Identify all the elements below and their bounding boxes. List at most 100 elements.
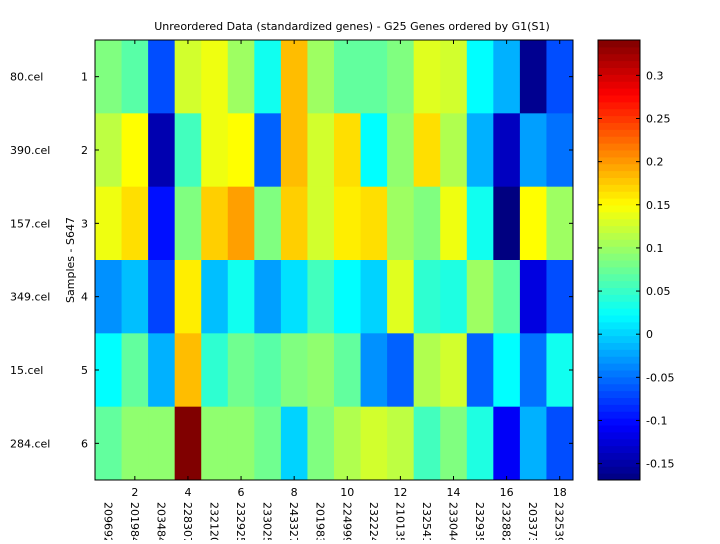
colorbar-segment xyxy=(598,170,640,178)
colorbar-tick-label: -0.15 xyxy=(646,458,674,471)
colorbar-segment xyxy=(598,459,640,467)
y-tick-label: 5 xyxy=(81,364,88,377)
colorbar-segment xyxy=(598,95,640,103)
heatmap-cell xyxy=(440,40,468,114)
heatmap-cell xyxy=(148,40,176,114)
colorbar-segment xyxy=(598,301,640,309)
heatmap-cell xyxy=(307,260,335,334)
colorbar-tick-label: 0.1 xyxy=(646,242,664,255)
colorbar-segment xyxy=(598,225,640,233)
heatmap-cell xyxy=(387,186,415,261)
colorbar-segment xyxy=(598,108,640,117)
colorbar-segment xyxy=(598,60,640,68)
colorbar-segment xyxy=(598,211,640,220)
heatmap-cell xyxy=(519,186,547,261)
heatmap-cell xyxy=(466,40,494,114)
colorbar-segment xyxy=(598,266,640,275)
heatmap-cell xyxy=(254,40,282,114)
heatmap-cell xyxy=(519,113,547,188)
heatmap-cell xyxy=(201,406,229,481)
colorbar-tick-label: 0.15 xyxy=(646,199,671,212)
heatmap-cell xyxy=(466,186,494,261)
column-label: 232541_ xyxy=(420,502,433,540)
heatmap-cell xyxy=(360,333,388,408)
heatmap-cell xyxy=(121,406,149,481)
colorbar-segment xyxy=(598,383,640,392)
column-label: 228307_ xyxy=(181,502,194,540)
colorbar-segment xyxy=(598,390,640,398)
x-tick-label: 2 xyxy=(131,486,138,499)
colorbar-segment xyxy=(598,53,640,62)
heatmap-cell xyxy=(148,333,176,408)
heatmap-cell xyxy=(254,260,282,334)
column-label: 232224_ xyxy=(367,502,380,540)
heatmap-cell xyxy=(148,260,176,334)
heatmap-cell xyxy=(413,260,441,334)
colorbar-segment xyxy=(598,232,640,240)
heatmap-cell xyxy=(148,406,176,481)
heatmap-cell xyxy=(546,406,574,481)
colorbar-tick-label: 0 xyxy=(646,328,653,341)
heatmap-cell xyxy=(280,186,308,261)
colorbar-segment xyxy=(598,156,640,165)
row-label: 15.cel xyxy=(10,364,43,377)
colorbar-segment xyxy=(598,150,640,158)
heatmap-cell xyxy=(280,113,308,188)
y-tick-label: 1 xyxy=(81,71,88,84)
heatmap-cell xyxy=(95,40,123,114)
heatmap-cell xyxy=(95,186,123,261)
heatmap-cell xyxy=(174,186,202,261)
colorbar-segment xyxy=(598,273,640,282)
colorbar-segment xyxy=(598,280,640,288)
column-label: 233044_ xyxy=(447,502,460,540)
colorbar-segment xyxy=(598,418,640,426)
colorbar-segment xyxy=(598,205,640,213)
heatmap-cell xyxy=(174,260,202,334)
column-label: 224999_ xyxy=(340,502,353,540)
heatmap-cell xyxy=(334,186,362,261)
row-label: 390.cel xyxy=(10,144,50,157)
colorbar-segment xyxy=(598,376,640,385)
heatmap-cell xyxy=(201,113,229,188)
colorbar-segment xyxy=(598,246,640,254)
plot-frame xyxy=(94,39,574,481)
heatmap-cell xyxy=(466,260,494,334)
colorbar-segment xyxy=(598,294,640,302)
colorbar-tick-label: -0.05 xyxy=(646,371,674,384)
colorbar-tick-label: 0.3 xyxy=(646,69,664,82)
colorbar-segment xyxy=(598,40,640,48)
column-label: 201983_ xyxy=(314,502,327,540)
heatmap-cell xyxy=(334,333,362,408)
x-tick-label: 10 xyxy=(340,486,354,499)
colorbar: 0.3 0.25 0.2 0.15 0.1 0.05 0 -0.05 -0.1 -0.15 xyxy=(597,39,674,481)
x-tick-label: 8 xyxy=(291,486,298,499)
heatmap-cell xyxy=(148,186,176,261)
y-axis-label: Samples - S647 xyxy=(64,217,77,303)
column-label: 209692_ xyxy=(101,502,114,540)
heatmap-cell xyxy=(121,40,149,114)
heatmap-cell xyxy=(280,260,308,334)
heatmap-cell xyxy=(546,113,574,188)
colorbar-segment xyxy=(598,74,640,82)
heatmap-cell xyxy=(387,333,415,408)
heatmap-cell xyxy=(360,113,388,188)
heatmap-cell xyxy=(466,333,494,408)
heatmap-cell xyxy=(440,333,468,408)
colorbar-segment xyxy=(598,184,640,192)
colorbar-segment xyxy=(598,177,640,185)
x-tick-label: 18 xyxy=(553,486,567,499)
colorbar-segment xyxy=(598,218,640,227)
row-label: 349.cel xyxy=(10,291,50,304)
heatmap-cell xyxy=(493,406,521,481)
heatmap-cell xyxy=(334,406,362,481)
heatmap-cell xyxy=(493,113,521,188)
heatmap-cell xyxy=(466,113,494,188)
heatmap-cell xyxy=(413,113,441,188)
heatmap-cell xyxy=(227,113,255,188)
heatmap-cell xyxy=(360,186,388,261)
heatmap-cell xyxy=(440,186,468,261)
colorbar-segment xyxy=(598,191,640,199)
colorbar-tick-label: 0.05 xyxy=(646,285,671,298)
heatmap-cell xyxy=(387,40,415,114)
heatmap-cell xyxy=(493,40,521,114)
